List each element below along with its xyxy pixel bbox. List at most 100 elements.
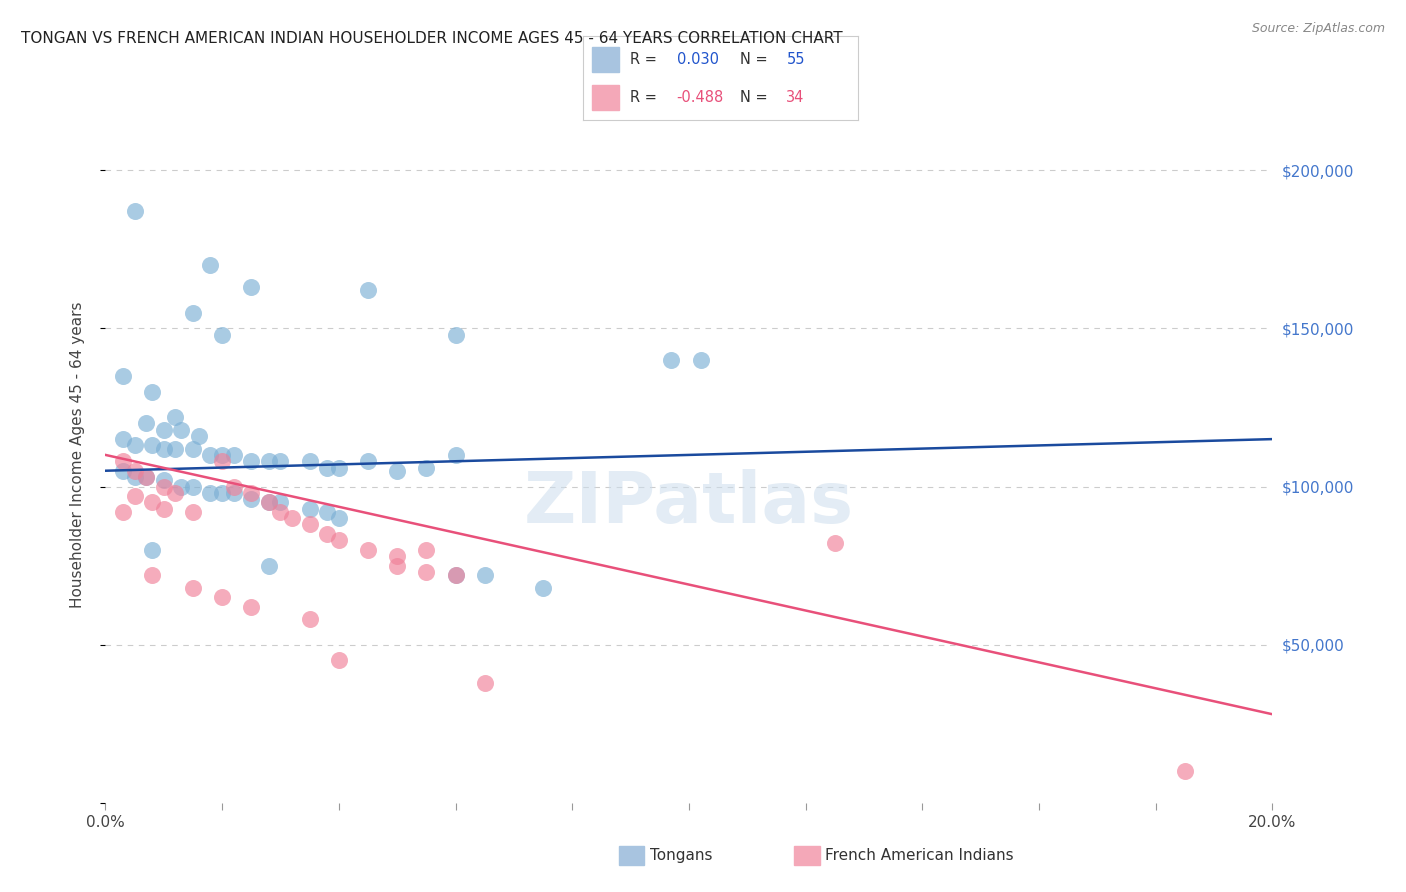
Point: [124, 489, 146, 503]
Text: N =: N =: [740, 52, 772, 67]
Point: [124, 204, 146, 219]
Point: [689, 353, 711, 368]
Point: [415, 460, 437, 475]
Point: [181, 305, 204, 319]
Text: R =: R =: [630, 90, 662, 105]
Point: [257, 495, 280, 509]
Point: [165, 486, 187, 500]
Point: [153, 473, 174, 487]
Point: [141, 495, 163, 509]
Point: [328, 460, 350, 475]
Text: French American Indians: French American Indians: [825, 848, 1014, 863]
Point: [257, 558, 280, 573]
Point: [474, 568, 496, 582]
Point: [153, 442, 174, 456]
Point: [298, 517, 321, 532]
Text: 0.030: 0.030: [676, 52, 718, 67]
Point: [211, 454, 233, 468]
Point: [200, 258, 222, 272]
Point: [240, 486, 263, 500]
Point: [444, 448, 467, 462]
Point: [357, 542, 380, 557]
Point: [111, 454, 134, 468]
Point: [257, 495, 280, 509]
Point: [124, 470, 146, 484]
Point: [153, 501, 174, 516]
Point: [165, 442, 187, 456]
Text: Source: ZipAtlas.com: Source: ZipAtlas.com: [1251, 22, 1385, 36]
Point: [135, 417, 157, 431]
Point: [357, 284, 380, 298]
Text: Tongans: Tongans: [650, 848, 711, 863]
Point: [181, 479, 204, 493]
Text: ZIPatlas: ZIPatlas: [524, 469, 853, 538]
Point: [111, 368, 134, 383]
Point: [211, 486, 233, 500]
Point: [298, 612, 321, 626]
Point: [135, 470, 157, 484]
Point: [257, 454, 280, 468]
Point: [111, 432, 134, 446]
Point: [385, 549, 408, 563]
Point: [328, 653, 350, 667]
Point: [211, 327, 233, 342]
Point: [135, 470, 157, 484]
Point: [181, 505, 204, 519]
Text: R =: R =: [630, 52, 662, 67]
Point: [200, 486, 222, 500]
Point: [170, 479, 193, 493]
Point: [1174, 764, 1197, 779]
Text: N =: N =: [740, 90, 772, 105]
Point: [328, 511, 350, 525]
FancyBboxPatch shape: [592, 46, 619, 72]
Text: 55: 55: [786, 52, 804, 67]
Point: [328, 533, 350, 548]
Point: [444, 568, 467, 582]
Text: 34: 34: [786, 90, 804, 105]
Point: [141, 438, 163, 452]
Point: [240, 492, 263, 507]
Point: [444, 327, 467, 342]
Point: [316, 505, 339, 519]
Point: [316, 460, 339, 475]
Point: [240, 599, 263, 614]
Point: [531, 581, 554, 595]
Point: [181, 442, 204, 456]
Point: [298, 501, 321, 516]
Point: [124, 438, 146, 452]
Point: [111, 464, 134, 478]
Text: -0.488: -0.488: [676, 90, 724, 105]
Point: [444, 568, 467, 582]
Point: [316, 527, 339, 541]
Point: [281, 511, 304, 525]
Point: [211, 448, 233, 462]
Point: [357, 454, 380, 468]
Point: [415, 565, 437, 579]
Point: [661, 353, 683, 368]
Point: [240, 280, 263, 294]
Point: [269, 454, 292, 468]
Point: [181, 581, 204, 595]
Point: [211, 591, 233, 605]
Point: [111, 505, 134, 519]
Point: [222, 479, 245, 493]
Point: [298, 454, 321, 468]
Point: [141, 384, 163, 399]
Point: [474, 675, 496, 690]
FancyBboxPatch shape: [592, 85, 619, 111]
Point: [222, 448, 245, 462]
Point: [141, 568, 163, 582]
Y-axis label: Householder Income Ages 45 - 64 years: Householder Income Ages 45 - 64 years: [70, 301, 84, 608]
Point: [269, 495, 292, 509]
Point: [170, 423, 193, 437]
Point: [240, 454, 263, 468]
Point: [153, 479, 174, 493]
Point: [200, 448, 222, 462]
Point: [385, 558, 408, 573]
Point: [385, 464, 408, 478]
Point: [153, 423, 174, 437]
Point: [269, 505, 292, 519]
Point: [124, 464, 146, 478]
Point: [222, 486, 245, 500]
Text: TONGAN VS FRENCH AMERICAN INDIAN HOUSEHOLDER INCOME AGES 45 - 64 YEARS CORRELATI: TONGAN VS FRENCH AMERICAN INDIAN HOUSEHO…: [21, 31, 842, 46]
